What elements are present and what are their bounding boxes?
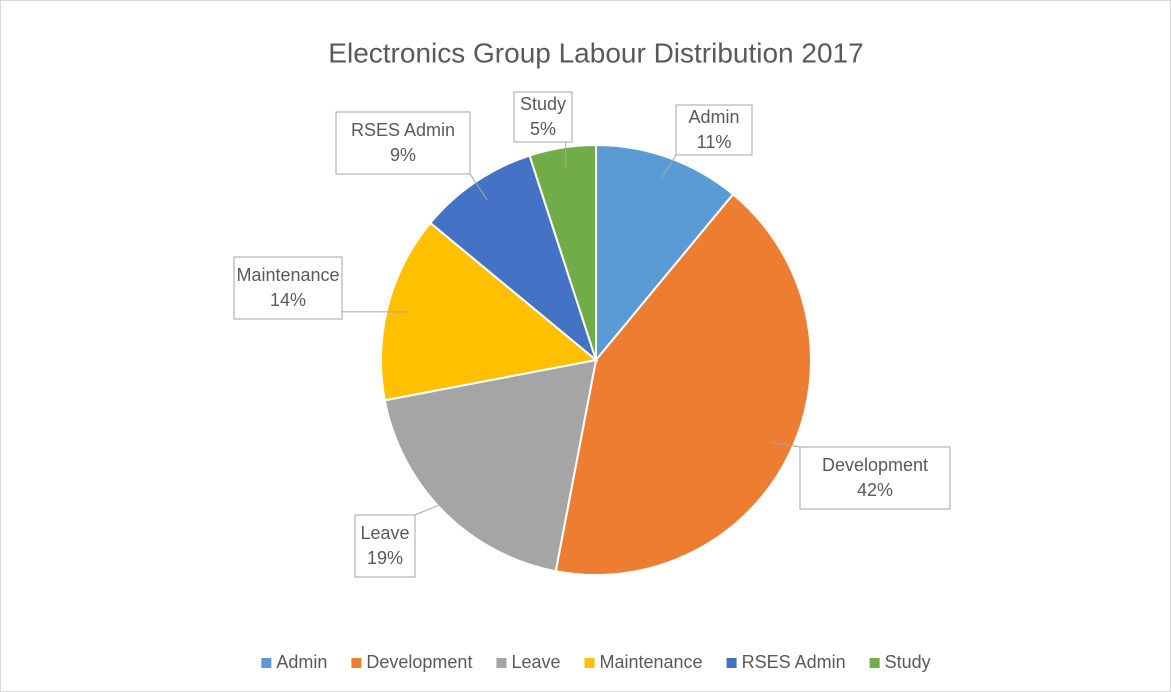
data-label-name: Maintenance (236, 265, 339, 285)
legend-label: Development (366, 652, 472, 672)
leader-line (771, 441, 801, 448)
data-label-name: RSES Admin (351, 120, 455, 140)
legend-swatch (584, 658, 595, 668)
data-label-name: Admin (688, 107, 739, 127)
pie-slice (554, 192, 812, 576)
legend-label: Admin (276, 652, 327, 672)
data-label-name: Development (822, 455, 928, 475)
pie-slice (528, 143, 597, 361)
legend: Admin Development Leave Maintenance RSES Adm… (261, 652, 931, 672)
label-box (233, 256, 343, 320)
data-label: 14% (270, 290, 306, 310)
pie-slice (380, 221, 599, 402)
data-label: 9% (390, 145, 416, 165)
legend-swatch (869, 658, 880, 668)
chart-title: Electronics Group Labour Distribution 20… (328, 37, 863, 68)
data-label: 19% (367, 548, 403, 568)
legend-swatch (496, 658, 507, 668)
data-label: 42% (857, 480, 893, 500)
legend-label: Study (885, 652, 931, 672)
data-label: 11% (697, 132, 732, 152)
data-label-name: Leave (360, 523, 409, 543)
legend-label: Maintenance (599, 652, 702, 672)
data-label: 5% (530, 119, 556, 139)
label-box (513, 91, 573, 143)
data-label-name: Study (520, 94, 566, 114)
legend-swatch (261, 658, 272, 668)
leader-line (661, 154, 677, 179)
label-box (799, 446, 951, 510)
label-box (335, 111, 471, 175)
legend-label: RSES Admin (742, 652, 846, 672)
pie-slice (595, 143, 735, 363)
legend-label: Leave (511, 652, 560, 672)
legend-swatch (726, 658, 737, 668)
label-box (675, 104, 753, 156)
leader-line (469, 173, 488, 201)
legend-swatch (351, 658, 362, 668)
label-box (354, 514, 416, 578)
pie-slice (383, 358, 598, 573)
leader-line (414, 496, 460, 516)
